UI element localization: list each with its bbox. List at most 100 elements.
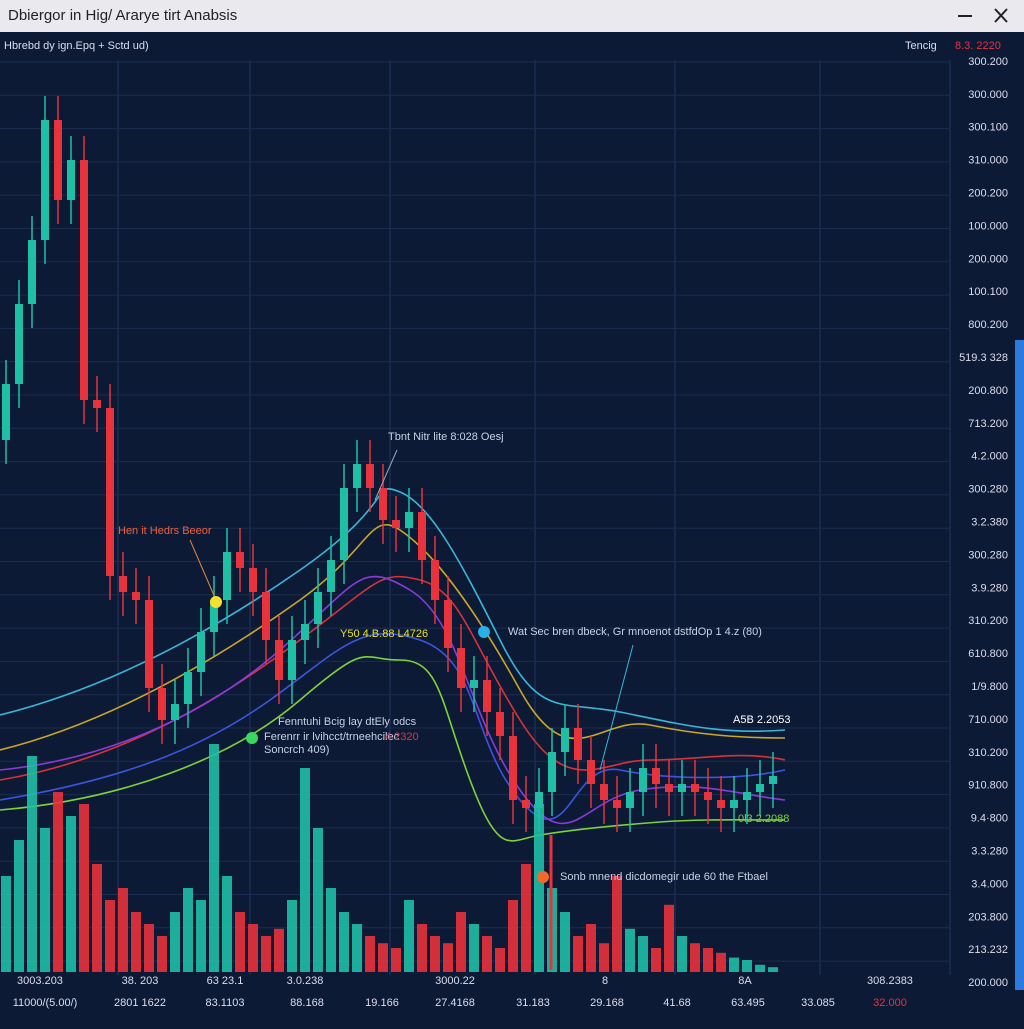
scrollbar[interactable] (1015, 340, 1024, 990)
volume-bar (1, 876, 11, 972)
annotation: 0l3 2.2088 (738, 813, 789, 825)
candle-body (236, 552, 244, 568)
candle-body (665, 784, 673, 792)
price-label: 310.200 (968, 747, 1008, 759)
candle-body (405, 512, 413, 528)
volume-bar (443, 943, 453, 972)
candle-body (54, 120, 62, 200)
price-label: 310.000 (968, 155, 1008, 167)
candle-body (470, 680, 478, 688)
candle-body (353, 464, 361, 488)
volume-bar (456, 912, 466, 972)
marker-dot (537, 871, 549, 883)
volume-bar (274, 928, 284, 972)
volume-bar (391, 948, 401, 972)
candle-body (106, 408, 114, 576)
candle-body (431, 560, 439, 600)
candle-body (275, 640, 283, 680)
candle-body (561, 728, 569, 752)
volume-bar (677, 936, 687, 972)
volume-bar (105, 900, 115, 972)
volume-bar (170, 912, 180, 972)
volume-bar (300, 768, 310, 972)
volume-bar (625, 928, 635, 972)
time-label: 8 (602, 975, 608, 987)
candle-body (210, 600, 218, 632)
grid (0, 60, 951, 975)
price-label: 3.2.380 (971, 517, 1008, 529)
volume-bar (417, 924, 427, 972)
volume-bar (248, 924, 258, 972)
time-label: 3003.203 (17, 975, 63, 987)
volume-bar (222, 876, 232, 972)
volume-bar (14, 840, 24, 972)
price-label: 200.200 (968, 188, 1008, 200)
candle-body (2, 384, 10, 440)
time-label: 63.495 (731, 997, 765, 1009)
leader (599, 644, 634, 771)
annotation: Y50 4.B.88 L4726 (340, 628, 428, 640)
volume-bar (729, 957, 739, 972)
volume-bar (378, 943, 388, 972)
price-label: 310.200 (968, 615, 1008, 627)
candle-body (587, 760, 595, 784)
candle-body (15, 304, 23, 384)
time-label: 88.168 (290, 997, 324, 1009)
time-label: 3.0.238 (287, 975, 324, 987)
annotation: Sonb mnend dicdomegir ude 60 the Ftbael (560, 871, 768, 883)
price-label: 910.800 (968, 780, 1008, 792)
price-label: 300.100 (968, 122, 1008, 134)
candle-body (67, 160, 75, 200)
volume-bar (79, 804, 89, 972)
candle-body (548, 752, 556, 792)
price-label: 300.200 (968, 56, 1008, 68)
volume-bar (287, 900, 297, 972)
price-label: 300.000 (968, 89, 1008, 101)
price-label: 713.200 (968, 418, 1008, 430)
time-label: 41.68 (663, 997, 691, 1009)
price-label: 100.100 (968, 286, 1008, 298)
candle-body (327, 560, 335, 592)
time-label: 33.085 (801, 997, 835, 1009)
volume-bar (651, 948, 661, 972)
candle-body (288, 640, 296, 680)
candle-body (483, 680, 491, 712)
indicator-line (0, 632, 786, 821)
volume-bar (131, 912, 141, 972)
candle-body (80, 160, 88, 400)
price-label: 300.280 (968, 484, 1008, 496)
volume-bar (365, 936, 375, 972)
leader (374, 449, 398, 501)
annotation: A5B 2.2053 (733, 714, 791, 726)
candle-body (340, 488, 348, 560)
candle-body (730, 800, 738, 808)
candle-body (574, 728, 582, 760)
candle-body (223, 552, 231, 600)
candle-body (509, 736, 517, 800)
candle-body (119, 576, 127, 592)
annotation: Wat Sec bren dbeck, Gr mnoenot dstfdOp 1… (508, 626, 762, 638)
marker-dot (210, 596, 222, 608)
close-button[interactable] (994, 8, 1008, 23)
candle-body (301, 624, 309, 640)
price-label: 213.232 (968, 944, 1008, 956)
annotation: Hen it Hedrs Beeor (118, 525, 212, 537)
annotation: 4.2320 (385, 731, 419, 743)
volume-bar (183, 888, 193, 972)
status-label: Tencig (905, 40, 937, 52)
time-label: 19.166 (365, 997, 399, 1009)
candle-body (444, 600, 452, 648)
annotation: Fenntuhi Bcig lay dtEly odcs (278, 716, 417, 728)
time-label: 63 23.1 (207, 975, 244, 987)
candle-body (626, 792, 634, 808)
time-label: 308.2383 (867, 975, 913, 987)
price-label: 300.280 (968, 549, 1008, 561)
volume-bar (144, 924, 154, 972)
candle-body (171, 704, 179, 720)
volume-bar (508, 900, 518, 972)
volume-bar (703, 948, 713, 972)
volume-bar (560, 912, 570, 972)
